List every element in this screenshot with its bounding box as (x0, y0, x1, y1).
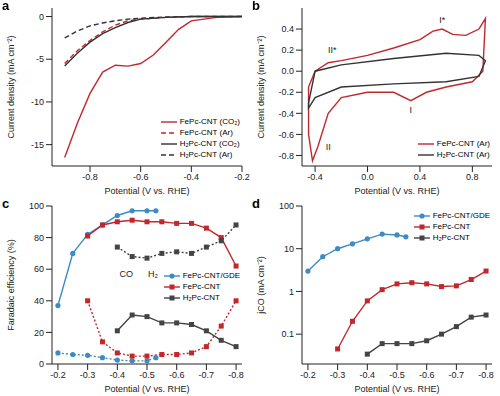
svg-text:-0.2: -0.2 (50, 370, 66, 380)
svg-text:jCO (mA cm⁻²): jCO (mA cm⁻²) (256, 256, 266, 315)
svg-text:-0.6: -0.6 (278, 130, 294, 140)
svg-text:-0.8: -0.8 (82, 172, 98, 182)
svg-text:-15: -15 (31, 140, 44, 150)
svg-text:H₂: H₂ (148, 269, 158, 279)
html-text:FePc-CNT (Ar): FePc-CNT (Ar) (179, 128, 233, 137)
svg-text:-0.4: -0.4 (307, 172, 323, 182)
svg-text:-0.6: -0.6 (133, 172, 149, 182)
svg-text:-0.3: -0.3 (80, 370, 96, 380)
svg-text:Faradaic efficiency (%): Faradaic efficiency (%) (8, 239, 16, 330)
html-text:FePc-CNT: FePc-CNT (432, 222, 471, 231)
html-text:H₂Pc-CNT (Ar): H₂Pc-CNT (Ar) (436, 150, 490, 159)
svg-text:Current density (mA cm⁻²): Current density (mA cm⁻²) (256, 35, 266, 138)
svg-text:100: 100 (29, 201, 44, 211)
svg-text:20: 20 (34, 328, 44, 338)
svg-text:0.4: 0.4 (414, 172, 427, 182)
html-text:FePc-CNT/GDE: FePc-CNT/GDE (182, 271, 240, 280)
svg-text:Potential (V vs. RHE): Potential (V vs. RHE) (354, 384, 439, 394)
svg-text:Potential (V vs. RHE): Potential (V vs. RHE) (354, 186, 439, 196)
svg-text:-0.2: -0.2 (300, 370, 316, 380)
svg-text:Potential (V vs. RHE): Potential (V vs. RHE) (104, 384, 189, 394)
svg-text:1: 1 (289, 287, 294, 297)
html-text:H₂Pc-CNT: H₂Pc-CNT (432, 233, 470, 242)
svg-text:-0.7: -0.7 (199, 370, 215, 380)
svg-text:II*: II* (328, 45, 337, 55)
svg-text:0: 0 (39, 359, 44, 369)
svg-text:60: 60 (34, 264, 44, 274)
svg-text:-0.2: -0.2 (278, 87, 294, 97)
svg-text:-0.2: -0.2 (234, 172, 250, 182)
svg-text:0: 0 (39, 12, 44, 22)
svg-text:-0.5: -0.5 (389, 370, 405, 380)
html-text:d: d (252, 196, 260, 211)
svg-text:0.0: 0.0 (281, 66, 294, 76)
svg-text:-0.4: -0.4 (110, 370, 126, 380)
svg-text:Current density (mA cm⁻²): Current density (mA cm⁻²) (8, 35, 16, 138)
svg-text:10: 10 (284, 244, 294, 254)
svg-text:-0.4: -0.4 (184, 172, 200, 182)
svg-text:0.1: 0.1 (281, 329, 294, 339)
svg-text:-0.4: -0.4 (360, 370, 376, 380)
html-text:H₂Pc-CNT: H₂Pc-CNT (182, 293, 220, 302)
svg-text:-0.7: -0.7 (449, 370, 465, 380)
html-text:FePc-CNT/GDE: FePc-CNT/GDE (432, 211, 490, 220)
svg-text:CO: CO (119, 269, 133, 279)
svg-text:-0.5: -0.5 (139, 370, 155, 380)
html-text:H₂Pc-CNT (CO₂): H₂Pc-CNT (CO₂) (179, 139, 240, 148)
html-text:FePc-CNT (CO₂): FePc-CNT (CO₂) (179, 117, 240, 126)
html-text:FePc-CNT (Ar): FePc-CNT (Ar) (436, 139, 490, 148)
svg-text:-0.6: -0.6 (419, 370, 435, 380)
svg-text:80: 80 (34, 233, 44, 243)
svg-text:0.8: 0.8 (466, 172, 479, 182)
svg-text:-0.8: -0.8 (278, 151, 294, 161)
svg-text:-0.6: -0.6 (169, 370, 185, 380)
svg-text:0.0: 0.0 (361, 172, 374, 182)
svg-text:100: 100 (279, 201, 294, 211)
svg-text:-0.8: -0.8 (228, 370, 244, 380)
svg-text:-0.3: -0.3 (330, 370, 346, 380)
svg-text:I: I (410, 105, 413, 115)
svg-text:40: 40 (34, 296, 44, 306)
html-text:FePc-CNT: FePc-CNT (182, 282, 221, 291)
svg-text:0.4: 0.4 (281, 24, 294, 34)
svg-text:-5: -5 (36, 54, 44, 64)
svg-text:-10: -10 (31, 97, 44, 107)
svg-text:0.2: 0.2 (281, 45, 294, 55)
svg-text:I*: I* (439, 15, 446, 25)
svg-text:-0.8: -0.8 (478, 370, 492, 380)
html-text:H₂Pc-CNT (Ar): H₂Pc-CNT (Ar) (179, 150, 233, 159)
svg-text:-0.4: -0.4 (278, 109, 294, 119)
svg-text:Potential (V vs. RHE): Potential (V vs. RHE) (104, 186, 189, 196)
html-text:c: c (2, 196, 10, 211)
svg-text:II: II (326, 142, 331, 152)
